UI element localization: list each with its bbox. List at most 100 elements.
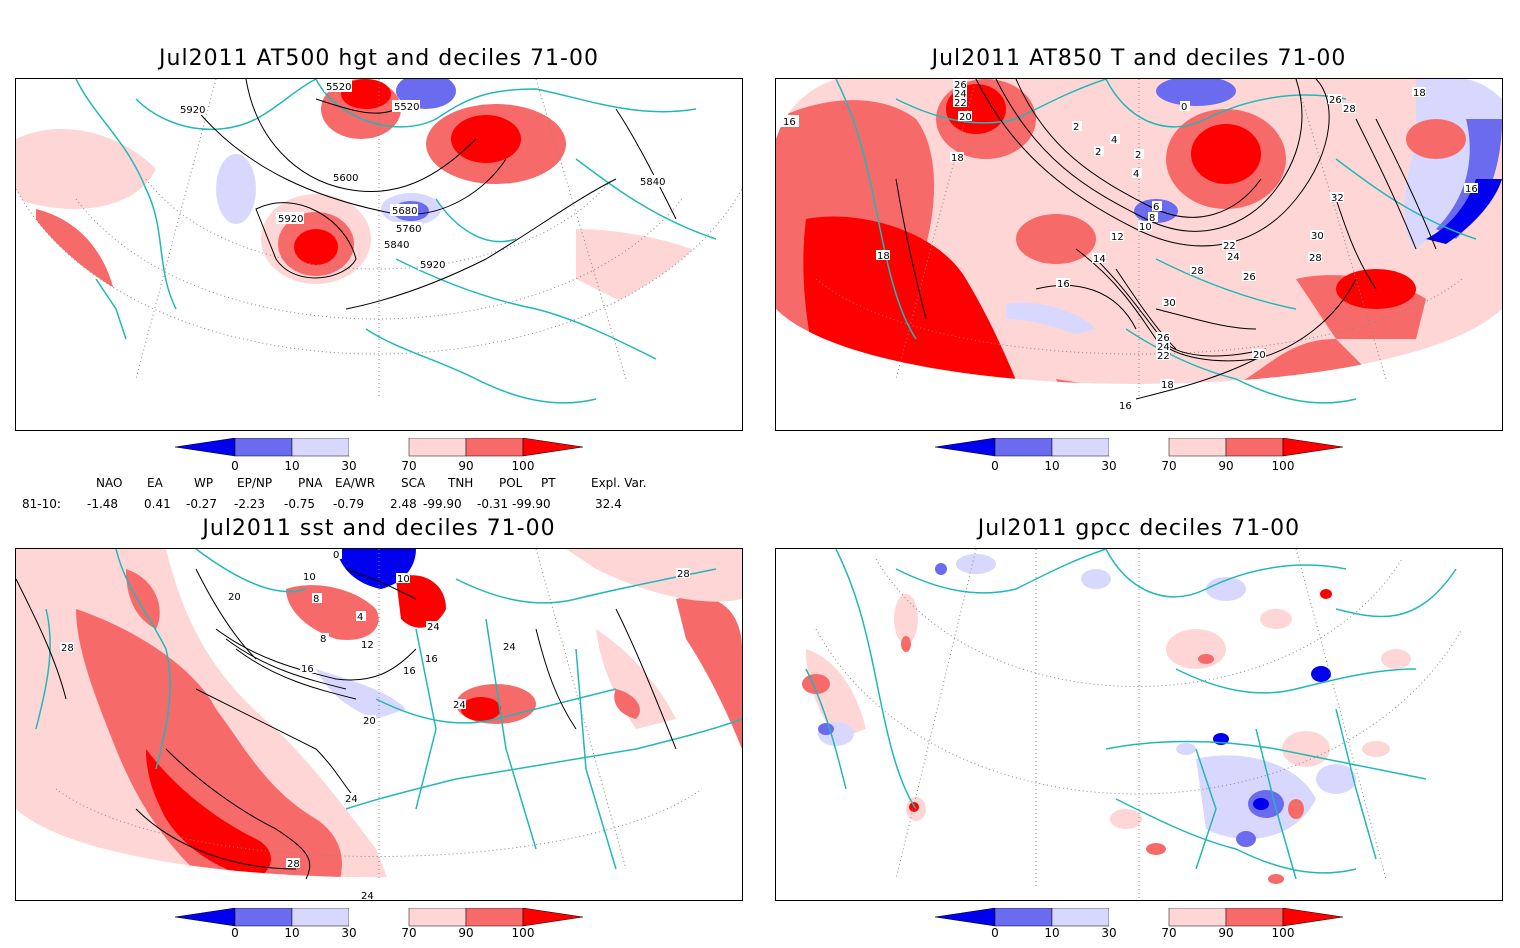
contour-label: 0 (333, 550, 339, 561)
coastlines (805, 549, 1457, 880)
anomaly-area (1191, 124, 1261, 184)
contour-label: 24 (954, 89, 967, 100)
colorbar-tick: 70 (1161, 459, 1177, 473)
colorbar-tick: 10 (1044, 459, 1060, 473)
lat-lon-grid (815, 79, 1463, 399)
index-header: EP/NP (237, 476, 273, 490)
temperature-contours (895, 79, 1437, 400)
map-gpcc (776, 549, 1502, 900)
contour-label: 12 (361, 640, 374, 651)
colorbar-sst: 0 10 30 70 90 100 (175, 908, 595, 948)
map-panel-gpcc (775, 548, 1503, 901)
coastlines (75, 79, 717, 404)
anomaly-area (451, 115, 521, 163)
contour-label: 28 (1309, 253, 1322, 264)
anomaly-area (76, 609, 342, 889)
index-header: EA (147, 476, 163, 490)
colorbar-tick: 0 (991, 459, 999, 473)
contour-label: 5840 (384, 240, 409, 251)
index-header: EA/WR (335, 476, 376, 490)
contour-label: 18 (951, 153, 964, 164)
colorbar-tick: 70 (401, 459, 417, 473)
colorbar-tick: 100 (1271, 459, 1295, 473)
colorbar-tick: 0 (231, 459, 239, 473)
colorbar-tick: 30 (1101, 926, 1117, 940)
contour-label: 5520 (394, 102, 419, 113)
contour-label: 24 (345, 794, 358, 805)
contour-label: 20 (959, 112, 972, 123)
colorbar-tick: 100 (511, 459, 535, 473)
index-value: -99.90 (512, 497, 551, 511)
map-t850: 16 26 24 22 20 18 0 2 4 2 2 4 26 28 18 1… (776, 79, 1502, 430)
height-contours (195, 79, 677, 310)
index-row-label: 81-10: (22, 497, 61, 511)
colorbar-tick: 30 (341, 926, 357, 940)
contour-label: 16 (783, 117, 796, 128)
contour-label: 16 (403, 666, 416, 677)
contour-label: 5920 (180, 105, 205, 116)
contour-label: 16 (1057, 279, 1070, 290)
colorbar-tick: 100 (511, 926, 535, 940)
index-header: PNA (298, 476, 323, 490)
contour-label: 2 (1095, 147, 1101, 158)
anomaly-area (126, 569, 160, 629)
contour-label: 4 (357, 612, 363, 623)
index-value: -0.79 (333, 497, 365, 511)
contour-label: 22 (1157, 351, 1170, 362)
colorbar-tick: 70 (401, 926, 417, 940)
contour-label: 24 (427, 622, 440, 633)
contour-label: 26 (1157, 333, 1170, 344)
colorbar-swatches (175, 908, 584, 927)
index-value: -99.90 (423, 497, 462, 511)
contour-label: 26 (1243, 272, 1256, 283)
contour-label: 20 (228, 592, 241, 603)
contour-label: 5520 (326, 82, 351, 93)
colorbar-tick: 10 (284, 926, 300, 940)
contour-label: 10 (397, 574, 410, 585)
contour-label: 6 (1153, 202, 1159, 213)
colorbar-swatches (935, 908, 1344, 927)
anomaly-area (614, 689, 640, 719)
contour-label: 10 (303, 572, 316, 583)
anomaly-area (1436, 119, 1502, 239)
contour-label: 32 (1331, 193, 1344, 204)
panel-title-sst: Jul2011 sst and deciles 71-00 (202, 516, 556, 541)
colorbar-tick: 90 (458, 926, 474, 940)
colorbar-tick: 0 (231, 926, 239, 940)
contour-label: 24 (1157, 342, 1170, 353)
contour-label: 4 (1133, 169, 1139, 180)
colorbar-tick: 0 (991, 926, 999, 940)
colorbar-tick: 30 (1101, 459, 1117, 473)
map-sst: 0 10 8 10 20 28 28 12 16 8 4 16 24 16 20… (16, 549, 742, 900)
contour-label: 28 (1191, 266, 1204, 277)
contour-label: 14 (1093, 254, 1106, 265)
precip-anomaly-patches (802, 554, 1411, 884)
colorbar-tick: 70 (1161, 926, 1177, 940)
contour-label: 28 (61, 643, 74, 654)
index-header: TNH (448, 476, 474, 490)
contour-label: 28 (1343, 104, 1356, 115)
contour-label: 26 (954, 80, 967, 91)
contour-label: 5840 (640, 177, 665, 188)
contour-label: 30 (1163, 298, 1176, 309)
contour-label: 2 (1135, 150, 1141, 161)
map-panel-sst: 0 10 8 10 20 28 28 12 16 8 4 16 24 16 20… (15, 548, 743, 901)
contour-label: 30 (1311, 231, 1324, 242)
index-value: -0.31 (477, 497, 509, 511)
index-header: NAO (96, 476, 123, 490)
colorbar-gpcc: 0 10 30 70 90 100 (935, 908, 1355, 948)
contour-label: 8 (320, 634, 326, 645)
contour-label: 18 (877, 251, 890, 262)
contour-label: 4 (1111, 135, 1117, 146)
anomaly-area (1016, 214, 1096, 264)
anomaly-area (1006, 302, 1096, 334)
contour-label: 24 (361, 891, 374, 900)
index-value: -0.27 (186, 497, 218, 511)
contour-label: 26 (1329, 95, 1342, 106)
anomaly-area (146, 749, 271, 879)
contour-label: 12 (1111, 232, 1124, 243)
index-header: WP (194, 476, 214, 490)
colorbar-tick: 90 (1218, 926, 1234, 940)
anomaly-area (286, 585, 379, 640)
contour-label: 16 (301, 664, 314, 675)
